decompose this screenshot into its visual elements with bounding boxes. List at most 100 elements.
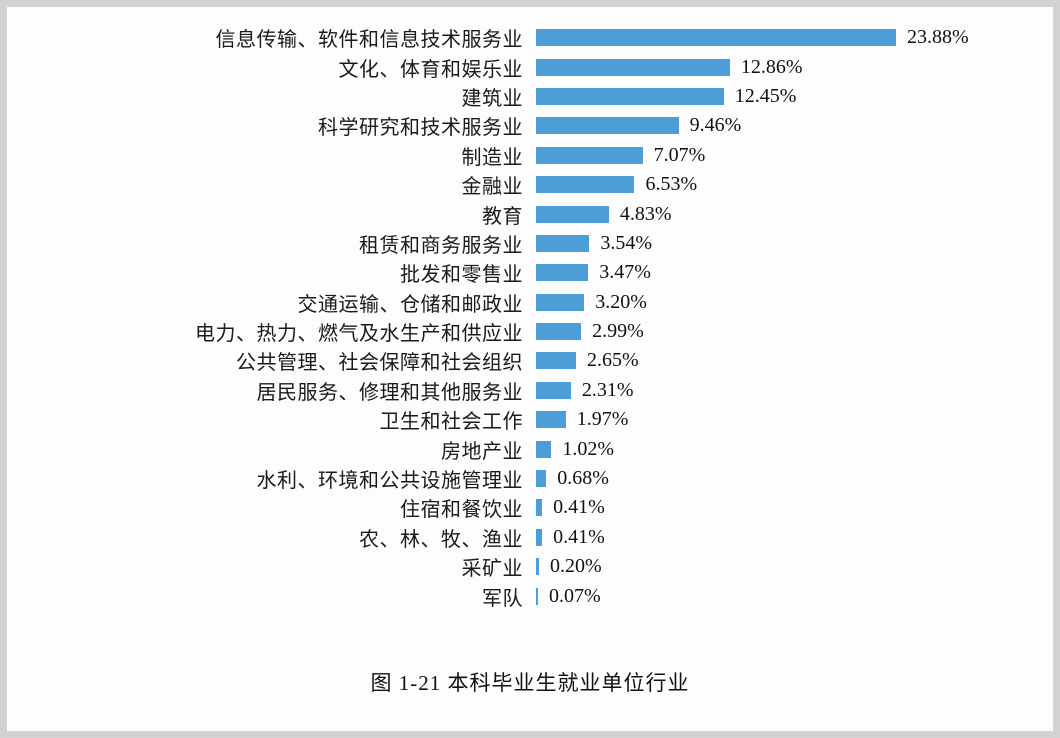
bar-row: 信息传输、软件和信息技术服务业 23.88%	[7, 23, 1053, 52]
bar	[536, 205, 609, 223]
category-label: 水利、环境和公共设施管理业	[256, 470, 523, 493]
bar-row: 制造业 7.07%	[7, 141, 1053, 170]
bar	[536, 352, 576, 370]
bar-row: 房地产业 1.02%	[7, 434, 1053, 463]
bar-track: 0.41%	[536, 526, 1053, 549]
value-label: 3.20%	[595, 290, 647, 313]
bar-track: 0.41%	[536, 496, 1053, 519]
category-label: 卫生和社会工作	[379, 411, 523, 434]
value-label: 1.02%	[562, 437, 615, 460]
bar-row: 交通运输、仓储和邮政业 3.20%	[7, 288, 1053, 317]
bar-track: 2.65%	[536, 349, 1053, 372]
bar-track: 6.53%	[536, 173, 1053, 196]
bar-row: 金融业 6.53%	[7, 170, 1053, 199]
bar-row: 公共管理、社会保障和社会组织 2.65%	[7, 346, 1053, 375]
bar-row: 租赁和商务服务业 3.54%	[7, 229, 1053, 258]
bar-track: 2.99%	[536, 320, 1053, 343]
bar-track: 1.97%	[536, 408, 1053, 431]
category-label: 科学研究和技术服务业	[318, 117, 523, 140]
bar-row: 建筑业 12.45%	[7, 82, 1053, 111]
category-label: 金融业	[461, 176, 523, 199]
value-label: 0.41%	[553, 525, 605, 548]
bar-row: 科学研究和技术服务业 9.46%	[7, 111, 1053, 140]
bar	[536, 323, 582, 341]
category-label: 租赁和商务服务业	[359, 234, 523, 257]
value-label: 3.54%	[600, 231, 653, 254]
value-label: 6.53%	[645, 173, 698, 196]
bar	[536, 264, 589, 282]
bar-track: 7.07%	[536, 144, 1053, 167]
category-label: 信息传输、软件和信息技术服务业	[215, 29, 523, 52]
bar-track: 12.45%	[536, 85, 1053, 108]
bar	[536, 587, 538, 605]
bar	[536, 499, 543, 517]
bar-track: 12.86%	[536, 56, 1053, 79]
bar-row: 住宿和餐饮业 0.41%	[7, 493, 1053, 522]
bar	[536, 117, 679, 135]
value-label: 9.46%	[689, 114, 742, 137]
bar	[536, 411, 566, 429]
category-label: 居民服务、修理和其他服务业	[256, 381, 523, 404]
bar-row: 水利、环境和公共设施管理业 0.68%	[7, 464, 1053, 493]
bar	[536, 558, 539, 576]
value-label: 4.83%	[619, 202, 672, 225]
bar	[536, 58, 730, 76]
bar-row: 采矿业 0.20%	[7, 552, 1053, 581]
bar	[536, 528, 543, 546]
bar-track: 9.46%	[536, 114, 1053, 137]
chart-caption: 图 1-21 本科毕业生就业单位行业	[370, 671, 690, 695]
bar-chart: 信息传输、软件和信息技术服务业 23.88% 文化、体育和娱乐业 12.86% 建筑业 1…	[7, 23, 1053, 619]
bar-row: 教育 4.83%	[7, 199, 1053, 228]
value-label: 0.41%	[553, 496, 605, 519]
value-label: 7.07%	[653, 143, 706, 166]
bar-row: 批发和零售业 3.47%	[7, 258, 1053, 287]
value-label: 0.68%	[557, 467, 609, 490]
bar-row: 电力、热力、燃气及水生产和供应业 2.99%	[7, 317, 1053, 346]
bar-track: 3.20%	[536, 291, 1053, 314]
value-label: 12.45%	[734, 84, 797, 107]
bar-track: 23.88%	[536, 26, 1053, 49]
value-label: 1.97%	[576, 408, 629, 431]
value-label: 3.47%	[599, 261, 651, 284]
value-label: 23.88%	[907, 26, 969, 49]
bar-row: 农、林、牧、渔业 0.41%	[7, 523, 1053, 552]
value-label: 2.31%	[581, 378, 634, 401]
category-label: 公共管理、社会保障和社会组织	[236, 352, 523, 375]
value-label: 0.20%	[550, 555, 602, 578]
bar	[536, 293, 585, 311]
value-label: 12.86%	[740, 55, 803, 78]
bar	[536, 470, 547, 488]
bar-track: 4.83%	[536, 203, 1053, 226]
value-label: 2.99%	[592, 320, 644, 343]
bar-track: 1.02%	[536, 438, 1053, 461]
bar	[536, 146, 643, 164]
category-label: 采矿业	[461, 558, 523, 581]
bar-track: 0.20%	[536, 555, 1053, 578]
category-label: 住宿和餐饮业	[400, 499, 523, 522]
value-label: 0.07%	[549, 584, 601, 607]
category-label: 批发和零售业	[400, 264, 523, 287]
category-label: 农、林、牧、渔业	[359, 528, 523, 551]
bar-track: 0.07%	[536, 585, 1053, 608]
bar-row: 军队 0.07%	[7, 581, 1053, 610]
bar	[536, 176, 635, 194]
bar	[536, 440, 552, 458]
category-label: 交通运输、仓储和邮政业	[297, 293, 523, 316]
bar-row: 居民服务、修理和其他服务业 2.31%	[7, 376, 1053, 405]
bar-row: 卫生和社会工作 1.97%	[7, 405, 1053, 434]
bar-track: 0.68%	[536, 467, 1053, 490]
category-label: 文化、体育和娱乐业	[338, 58, 523, 81]
category-label: 军队	[482, 587, 523, 610]
category-label: 制造业	[461, 146, 523, 169]
bar-row: 文化、体育和娱乐业 12.86%	[7, 52, 1053, 81]
bar-track: 3.47%	[536, 261, 1053, 284]
bar	[536, 234, 590, 252]
bar	[536, 29, 896, 47]
category-label: 建筑业	[461, 87, 523, 110]
value-label: 2.65%	[586, 349, 639, 372]
category-label: 教育	[482, 205, 523, 228]
bar	[536, 87, 724, 105]
bar-track: 2.31%	[536, 379, 1053, 402]
bar	[536, 381, 571, 399]
category-label: 房地产业	[441, 440, 523, 463]
